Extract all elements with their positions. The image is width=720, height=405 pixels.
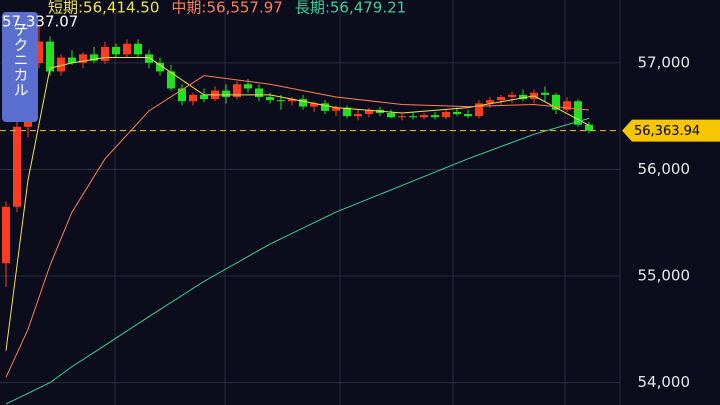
- candle-body: [112, 46, 120, 55]
- candle-body: [156, 62, 164, 72]
- candle-body: [398, 116, 406, 118]
- candle-body: [343, 107, 351, 117]
- candle-body: [486, 100, 494, 104]
- candle-body: [332, 107, 340, 111]
- candle-body: [288, 99, 296, 102]
- y-tick-label: 56,000: [638, 160, 691, 178]
- legend-entry: 中期:56,557.97: [171, 0, 282, 17]
- candle-body: [57, 57, 65, 72]
- high-marker: 57,337.07: [2, 13, 78, 31]
- candle-body: [222, 90, 230, 97]
- candle-body: [552, 94, 560, 110]
- candle-body: [585, 124, 593, 131]
- candle-body: [200, 94, 208, 100]
- candle-body: [46, 41, 54, 72]
- y-tick-label: 55,000: [638, 267, 691, 285]
- candle-body: [475, 103, 483, 117]
- candle-body: [299, 99, 307, 107]
- candle-body: [266, 96, 274, 101]
- legend-entry: 長期:56,479.21: [295, 0, 406, 17]
- candle-body: [321, 103, 329, 111]
- candle-body: [310, 103, 318, 107]
- technical-button[interactable]: テクニカル: [2, 12, 38, 122]
- candle-body: [431, 115, 439, 118]
- candle-body: [387, 112, 395, 118]
- candle-body: [134, 43, 142, 55]
- ma-line: [5, 57, 590, 351]
- candle-body: [255, 88, 263, 97]
- candle-body: [2, 206, 10, 264]
- candle-body: [453, 111, 461, 115]
- candle-body: [574, 101, 582, 125]
- current-price-label: 56,363.94: [634, 124, 700, 139]
- candle-body: [101, 46, 109, 61]
- candle-body: [178, 88, 186, 102]
- candle-body: [244, 84, 252, 89]
- candle-body: [442, 111, 450, 118]
- candle-body: [409, 116, 417, 118]
- current-price-tag: [622, 119, 720, 142]
- candle-body: [420, 115, 428, 118]
- candle-body: [519, 94, 527, 100]
- candle-body: [354, 114, 362, 117]
- vertical-grid: [114, 0, 621, 405]
- candle-body: [123, 43, 131, 55]
- y-tick-label: 57,000: [638, 53, 691, 71]
- candle-body: [90, 54, 98, 61]
- candle-body: [233, 84, 241, 97]
- candle-body: [541, 92, 549, 95]
- candle-body: [79, 54, 87, 63]
- ma-line: [5, 75, 590, 378]
- candle-body: [508, 94, 516, 97]
- legend-entry: 短期:56,414.50: [48, 0, 159, 17]
- candle-body: [68, 57, 76, 63]
- button-label: テクニカル: [12, 22, 30, 97]
- candle-body: [277, 100, 285, 102]
- candle-body: [189, 94, 197, 102]
- candle-body: [167, 71, 175, 89]
- candle-body: [13, 126, 21, 207]
- candle-body: [365, 109, 373, 115]
- candle-body: [464, 114, 472, 117]
- ma-line: [5, 117, 590, 405]
- candle-body: [145, 54, 153, 63]
- candle-body: [497, 96, 505, 101]
- candle-body: [35, 41, 43, 63]
- candle-body: [563, 101, 571, 110]
- button-bg: [2, 12, 38, 122]
- y-tick-label: 54,000: [638, 373, 691, 391]
